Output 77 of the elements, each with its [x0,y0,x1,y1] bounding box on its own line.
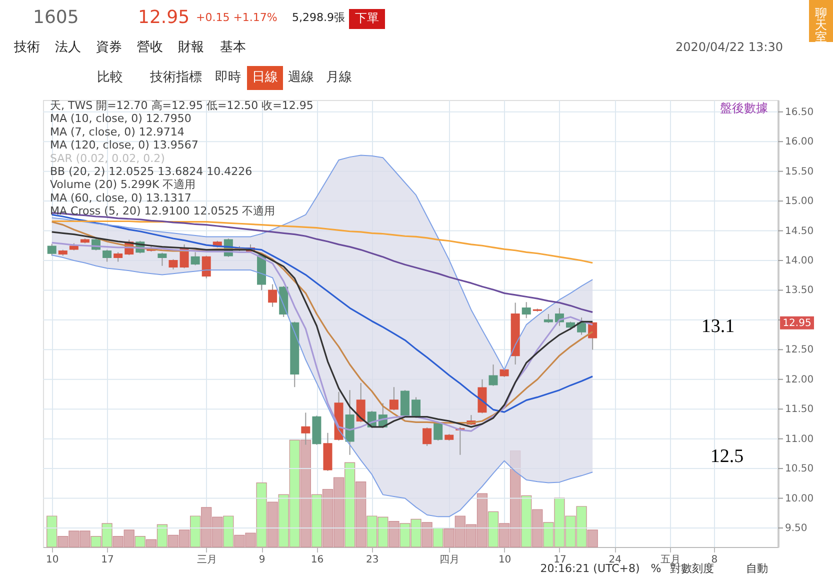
candlestick [47,243,56,256]
y-tick-label: 12.50 [785,344,814,356]
candlestick [268,284,278,308]
y-tick-label: 16.00 [785,136,814,148]
y-tick-label: 10.50 [785,464,814,475]
candlestick [114,252,123,262]
text: 聊天室 [815,6,827,44]
candlestick [301,412,310,446]
annotation: BB (20, 2) 12.0525 13.6824 10.4226 [50,165,252,178]
annotation: SAR (0.02, 0.02, 0.2) [50,152,165,165]
candlestick [522,302,531,319]
text: 下單 [355,11,379,25]
text: +0.15 +1.17% [196,11,278,24]
text: 2020/04/22 13:30 [675,40,783,54]
candlestick [190,252,200,266]
y-tick-label: 9.50 [785,522,808,534]
y-tick-label: 11.00 [785,434,814,445]
line-series [51,254,594,518]
y-tick-label: 12.00 [785,374,814,386]
x-tick-label: 10 [46,554,59,566]
line-series [51,220,594,264]
candlestick [577,317,586,336]
x-tick-label: 17 [101,554,114,566]
text: 1605 [33,7,79,28]
text: 自動 [746,562,768,575]
annotation: 盤後數據 [720,101,768,115]
text: 日線 [252,70,278,85]
y-tick-label: 14.50 [785,226,814,237]
y-tick-label: 10.00 [785,493,814,504]
candlestick [422,427,432,446]
x-tick-label: 四月 [440,554,460,566]
text: 技術 [13,40,40,55]
candlestick [168,258,178,270]
annotation: 13.1 [701,316,735,337]
annotation: MA (10, close, 0) 12.7950 [50,112,192,126]
y-tick-label: 15.50 [785,166,814,178]
x-tick-label: 23 [366,554,379,566]
annotation: 天, TWS 開=12.70 高=12.95 低=12.50 收=12.95 [50,99,314,112]
text: 法人 [55,40,81,55]
y-tick-label: 14.00 [785,255,814,266]
line-series [51,154,594,370]
x-tick-label: 10 [498,554,512,566]
text: 對數刻度 [670,562,714,575]
annotation: MA (7, close, 0) 12.9714 [50,125,184,138]
annotation: 12.5 [710,446,744,467]
candlestick [400,390,410,417]
candlestick [158,252,167,266]
candlestick [202,255,211,279]
text: % [650,562,662,575]
text: 5,298.9張 [292,11,345,24]
x-tick-label: 三月 [196,554,217,566]
candlestick [102,249,112,262]
x-tick-label: 16 [310,554,324,566]
annotation: MA (60, close, 0) 13.1317 [50,191,192,204]
x-tick-label: 9 [258,554,266,566]
y-tick-label: 13.50 [785,285,814,296]
annotation: MA (120, close, 0) 13.9567 [50,138,198,152]
annotation: Volume (20) 5.299K 不適用 [50,178,196,192]
y-tick-label: 11.50 [785,404,814,416]
text: 即時 [215,70,241,85]
y-tick-label: 16.50 [785,106,814,118]
text: 營收 [137,40,163,55]
text: 基本 [220,40,246,55]
text: 技術指標 [149,70,202,85]
text: 比較 [97,70,123,85]
candlestick [389,386,398,411]
candlestick [412,396,421,419]
text: 週線 [288,70,314,85]
candlestick [588,322,598,350]
text: 資券 [96,40,122,55]
candlestick [356,382,366,423]
candlestick [488,364,498,386]
text: 財報 [178,40,204,55]
y-tick-label: 15.00 [785,196,814,208]
ref-line-label: 12.95 [782,318,812,329]
text: 月線 [326,70,352,85]
text: 12.95 [138,7,190,28]
